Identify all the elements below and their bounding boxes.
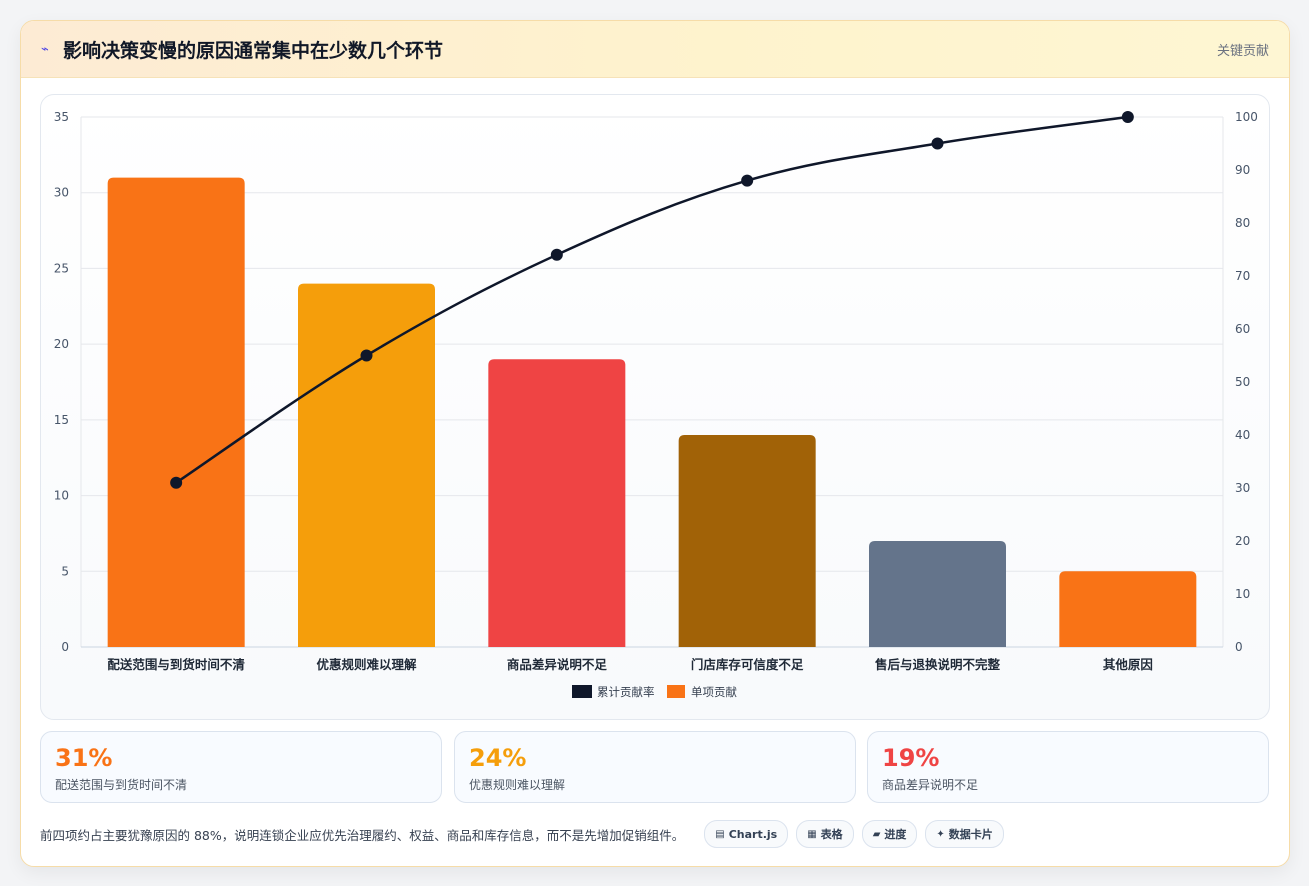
y-left-tick-label: 10 (54, 489, 69, 503)
cumulative-point (931, 137, 944, 150)
x-tick-label: 商品差异说明不足 (507, 657, 608, 672)
cumulative-point (550, 248, 563, 261)
cumulative-line (175, 115, 1129, 484)
y-right-tick-label: 90 (1235, 163, 1250, 177)
chart-container: 0 5 10 15 20 25 30 35 0 10 20 30 40 50 60 70 80 90 100 配送范围… (40, 94, 1270, 720)
chip-label: 进度 (884, 828, 907, 841)
stats-row: 31% 配送范围与到货时间不清 24% 优惠规则难以理解 19% 商品差异说明不… (40, 731, 1271, 803)
legend-swatch (667, 685, 685, 698)
pareto-card: ⌁ 影响决策变慢的原因通常集中在少数几个环节 关键贡献 0 5 10 15 20 25 30… (20, 20, 1290, 867)
y-left-tick-label: 20 (54, 337, 69, 351)
chip-label: 数据卡片 (948, 828, 993, 841)
y-left-tick-label: 0 (61, 640, 69, 654)
y-right-tick-label: 10 (1235, 587, 1250, 601)
table-icon: ▦ (807, 828, 817, 840)
cumulative-point (170, 476, 183, 489)
stat-value: 31% (55, 744, 113, 772)
page-title: 影响决策变慢的原因通常集中在少数几个环节 (63, 39, 444, 62)
bar (488, 359, 626, 647)
bar (107, 177, 245, 648)
header-tag: 关键贡献 (1216, 43, 1269, 59)
stat-value: 24% (469, 744, 527, 772)
stat-card-2: 24% 优惠规则难以理解 (454, 731, 856, 803)
bar (298, 283, 435, 647)
chip-label: 表格 (820, 828, 843, 841)
cumulative-point (1121, 111, 1134, 123)
stat-card-1: 31% 配送范围与到货时间不清 (40, 731, 442, 803)
y-left-tick-label: 30 (54, 186, 69, 200)
stat-card-3: 19% 商品差异说明不足 (867, 731, 1269, 803)
y-right-tick-label: 20 (1235, 534, 1250, 548)
y-right-tick-label: 0 (1235, 640, 1243, 654)
bar (678, 435, 816, 647)
y-right-tick-label: 40 (1235, 428, 1250, 442)
x-tick-label: 其他原因 (1103, 657, 1153, 672)
y-left-tick-label: 5 (61, 564, 69, 578)
stat-label: 优惠规则难以理解 (469, 778, 566, 792)
legend-label: 单项贡献 (691, 685, 737, 699)
sparkle-icon: ✦ (936, 828, 945, 840)
y-right-tick-label: 100 (1235, 110, 1258, 124)
legend-label: 累计贡献率 (597, 685, 655, 699)
stat-label: 配送范围与到货时间不清 (55, 778, 188, 792)
legend-swatch (572, 685, 592, 698)
bar (1059, 571, 1197, 647)
x-tick-label: 售后与退换说明不完整 (875, 657, 1001, 672)
progress-icon: ▰ (872, 828, 881, 840)
y-right-tick-label: 70 (1235, 269, 1250, 283)
x-tick-label: 优惠规则难以理解 (316, 657, 417, 672)
cumulative-point (741, 174, 754, 187)
chip-label: Chart.js (728, 827, 778, 841)
summary-note: 前四项约占主要犹豫原因的 88%，说明连锁企业应优先治理履约、权益、商品和库存信… (40, 827, 685, 843)
y-left-tick-label: 25 (54, 261, 69, 275)
chip-chartjs[interactable]: ▤ Chart.js (704, 820, 789, 848)
stat-label: 商品差异说明不足 (882, 778, 979, 792)
cumulative-point (360, 349, 373, 362)
y-right-tick-label: 80 (1235, 216, 1250, 230)
footer: 前四项约占主要犹豫原因的 88%，说明连锁企业应优先治理履约、权益、商品和库存信… (40, 819, 1270, 849)
bolt-icon: ⌁ (41, 41, 49, 57)
y-left-tick-label: 15 (54, 413, 69, 427)
stat-value: 19% (882, 744, 940, 772)
x-tick-label: 门店库存可信度不足 (691, 657, 804, 672)
chip-table[interactable]: ▦ 表格 (796, 820, 854, 848)
chip-data-card[interactable]: ✦ 数据卡片 (925, 820, 1004, 848)
card-header: ⌁ 影响决策变慢的原因通常集中在少数几个环节 关键贡献 (21, 21, 1289, 78)
y-right-tick-label: 30 (1235, 481, 1250, 495)
bar (869, 541, 1006, 647)
x-tick-label: 配送范围与到货时间不清 (107, 657, 245, 672)
pareto-chart: 0 5 10 15 20 25 30 35 0 10 20 30 40 50 60 70 80 90 100 配送范围… (54, 110, 1258, 699)
chart-icon: ▤ (715, 828, 725, 840)
title-wrap: ⌁ 影响决策变慢的原因通常集中在少数几个环节 (41, 36, 443, 63)
chip-progress[interactable]: ▰ 进度 (861, 820, 918, 848)
y-right-tick-label: 60 (1235, 322, 1250, 336)
y-right-tick-label: 50 (1235, 375, 1250, 389)
y-left-tick-label: 35 (54, 110, 69, 124)
